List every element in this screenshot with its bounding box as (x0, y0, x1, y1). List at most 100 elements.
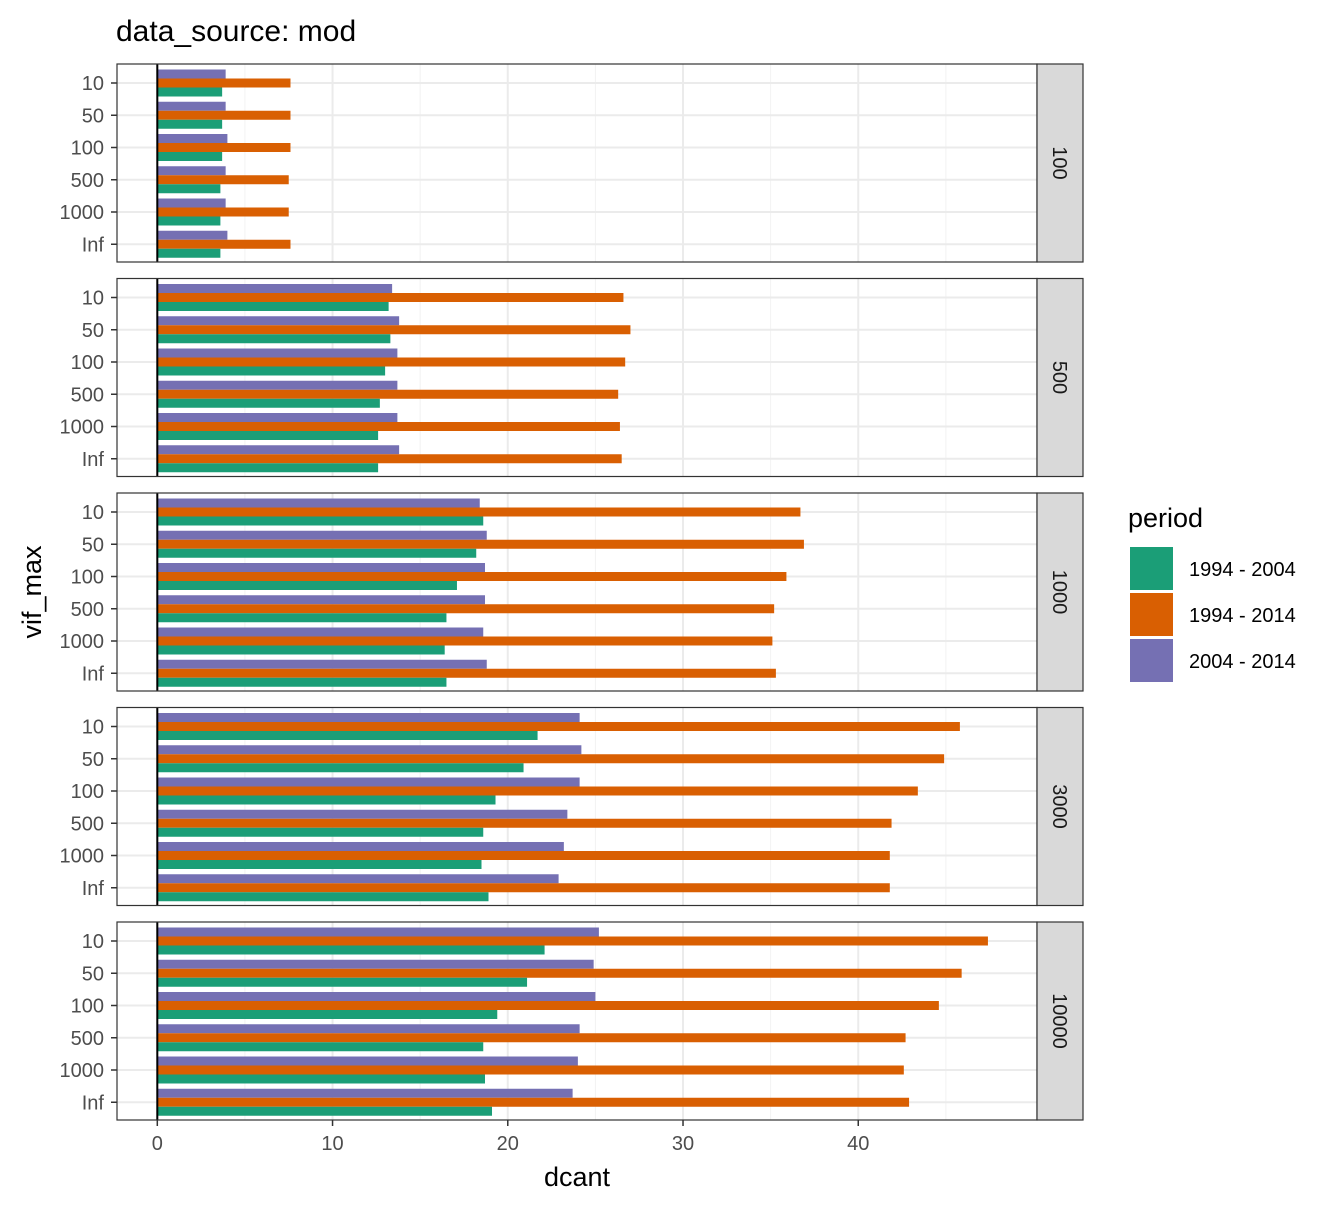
bar (157, 101, 226, 111)
panel-background (117, 493, 1037, 691)
y-tick-label: 1000 (60, 202, 105, 224)
bar (157, 636, 773, 646)
y-tick-label: Inf (82, 1092, 105, 1114)
y-tick-label: 1000 (60, 846, 105, 868)
bar (157, 539, 804, 549)
bar (157, 883, 890, 893)
facet-strip-label: 500 (1048, 361, 1070, 394)
bar (157, 959, 594, 969)
y-tick-label: 50 (82, 320, 104, 342)
y-tick-label: 1000 (60, 417, 105, 439)
legend-swatch (1130, 639, 1173, 682)
bar (157, 659, 487, 669)
bar (157, 348, 398, 358)
bar (157, 777, 580, 787)
y-tick-label: 1000 (60, 1060, 105, 1082)
bar (157, 604, 775, 614)
bar (157, 1024, 580, 1034)
bar (157, 302, 389, 311)
facet-strip (1036, 277, 1084, 478)
bar (157, 78, 291, 88)
y-tick-label: 10 (82, 502, 104, 524)
bar (157, 69, 226, 79)
y-tick-label: 100 (71, 996, 104, 1018)
bar (157, 445, 400, 455)
bar (157, 230, 228, 240)
bar (157, 1010, 498, 1019)
panel-background (117, 922, 1037, 1120)
bar (157, 143, 291, 152)
bar (157, 827, 484, 837)
bar (157, 945, 545, 955)
bar (157, 892, 489, 902)
y-tick-label: 50 (82, 963, 104, 985)
x-tick-label: 10 (321, 1133, 343, 1155)
y-tick-label: 50 (82, 105, 104, 127)
bar (157, 1088, 573, 1098)
legend: period 1994 - 2004 1994 - 2014 2004 - 2014 (1128, 503, 1296, 682)
bar (157, 357, 626, 367)
bar (157, 860, 482, 869)
bar (157, 152, 223, 161)
bar (157, 110, 291, 120)
bar (157, 380, 398, 390)
facet-strip (1036, 706, 1084, 907)
x-tick-label: 0 (152, 1133, 163, 1155)
y-tick-label: 500 (71, 170, 104, 192)
bar (157, 216, 221, 226)
bar (157, 1056, 578, 1066)
y-tick-label: 500 (71, 599, 104, 621)
chart-title: data_source: mod (116, 15, 356, 48)
x-axis: 0 10 20 30 40 (152, 1120, 869, 1155)
legend-label: 2004 - 2014 (1189, 651, 1296, 673)
bar (157, 731, 538, 740)
x-tick-label: 20 (497, 1133, 519, 1155)
bar (157, 325, 631, 335)
bar (157, 1033, 906, 1043)
bar (157, 389, 619, 399)
facet-panels: 10 50 100 500 1000 Inf 100 10 50 100 500 1000 Inf 500… (60, 63, 1084, 1121)
y-tick-label: 100 (71, 138, 104, 160)
facet-strip-label: 10000 (1048, 993, 1070, 1049)
bar (157, 842, 564, 851)
bar (157, 1074, 486, 1084)
y-tick-label: 500 (71, 1028, 104, 1050)
y-tick-label: 500 (71, 384, 104, 406)
bar (157, 713, 580, 722)
bar (157, 581, 457, 590)
facet-strip-label: 1000 (1048, 570, 1070, 615)
y-tick-label: 10 (82, 73, 104, 95)
facet-panel-1000: 10 50 100 500 1000 Inf 1000 (60, 492, 1084, 692)
bar (157, 413, 398, 422)
bar (157, 293, 624, 302)
facet-strip (1036, 63, 1084, 263)
bar (157, 809, 568, 819)
y-tick-label: 10 (82, 931, 104, 953)
bar (157, 874, 559, 884)
bar (157, 87, 223, 97)
bar (157, 507, 801, 517)
legend-label: 1994 - 2004 (1189, 559, 1296, 581)
bar (157, 613, 447, 623)
y-tick-label: 50 (82, 749, 104, 771)
bar (157, 134, 228, 143)
facet-strip (1036, 921, 1084, 1121)
bar (157, 677, 447, 687)
bar (157, 977, 528, 987)
y-tick-label: 100 (71, 352, 104, 374)
bar (157, 818, 892, 828)
facet-panel-10000: 10 50 100 500 1000 Inf 10000 (60, 921, 1084, 1121)
bar (157, 1097, 910, 1107)
y-tick-label: 500 (71, 813, 104, 835)
bar (157, 786, 918, 796)
bar (157, 968, 962, 978)
bar (157, 927, 599, 937)
x-tick-label: 40 (847, 1133, 869, 1155)
legend-swatch (1130, 547, 1173, 590)
bar (157, 334, 391, 344)
bar (157, 166, 226, 176)
bar (157, 627, 484, 637)
bar (157, 763, 524, 773)
bar (157, 207, 289, 217)
